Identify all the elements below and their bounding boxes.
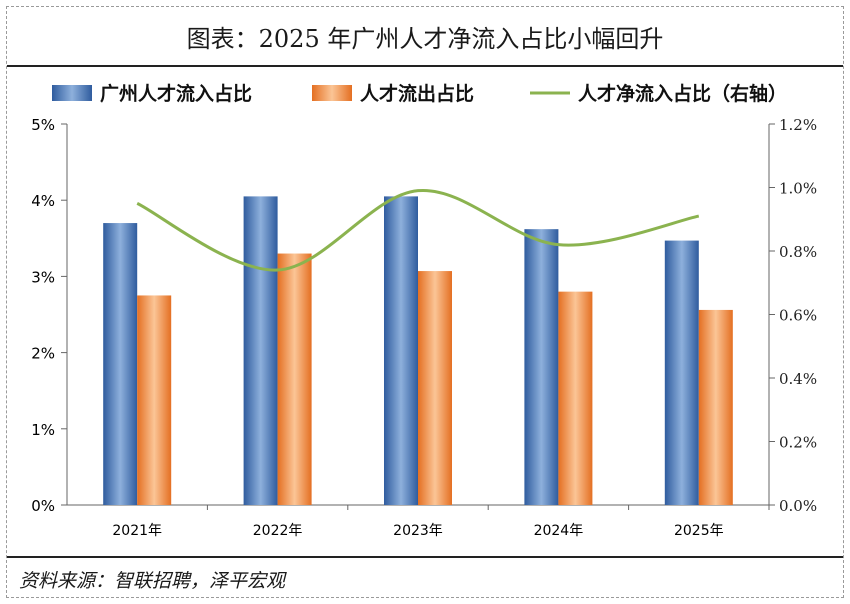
y-right-tick-label: 0.0% <box>779 497 817 515</box>
legend-label-3: 人才净流入占比（右轴） <box>578 82 787 105</box>
legend-swatch-2 <box>312 85 352 101</box>
bar-outflow-5 <box>698 309 733 505</box>
x-tick-label: 2022年 <box>253 523 303 539</box>
title-band: 图表：2025 年广州人才净流入占比小幅回升 <box>7 7 843 67</box>
bar-outflow-1 <box>137 295 172 505</box>
x-tick-label: 2021年 <box>112 523 162 539</box>
y-left-tick-label: 1% <box>31 421 55 439</box>
bar-inflow-2 <box>243 196 278 505</box>
y-right-tick-label: 0.2% <box>779 434 817 452</box>
y-right-tick-label: 0.4% <box>779 370 817 388</box>
y-left-tick-label: 4% <box>31 192 55 210</box>
legend-swatch-1 <box>52 85 92 101</box>
chart-title: 图表：2025 年广州人才净流入占比小幅回升 <box>186 25 664 53</box>
legend-label-1: 广州人才流入占比 <box>100 82 252 105</box>
figure-frame <box>6 6 844 598</box>
bar-inflow-1 <box>103 223 138 505</box>
bar-inflow-4 <box>524 229 559 505</box>
y-right-tick-label: 1.0% <box>779 180 817 198</box>
y-right-tick-label: 0.8% <box>779 243 817 261</box>
y-left-tick-label: 0% <box>31 497 55 515</box>
bar-inflow-5 <box>664 240 699 505</box>
x-tick-label: 2024年 <box>534 523 584 539</box>
bar-outflow-4 <box>558 291 593 505</box>
bar-outflow-2 <box>277 253 312 505</box>
x-tick-label: 2025年 <box>674 523 724 539</box>
x-tick-label: 2023年 <box>393 523 443 539</box>
y-right-tick-label: 0.6% <box>779 307 817 325</box>
net-inflow-line <box>136 189 700 272</box>
bar-outflow-3 <box>418 271 452 505</box>
source-band: 资料来源：智联招聘，泽平宏观 <box>7 556 843 597</box>
legend-label-2: 人才流出占比 <box>360 82 474 105</box>
y-left-tick-label: 2% <box>31 345 55 363</box>
y-left-tick-label: 5% <box>31 116 55 134</box>
bar-inflow-3 <box>384 196 418 505</box>
source-note: 资料来源：智联招聘，泽平宏观 <box>19 570 286 592</box>
y-left-tick-label: 3% <box>31 268 55 286</box>
y-right-tick-label: 1.2% <box>779 116 817 134</box>
